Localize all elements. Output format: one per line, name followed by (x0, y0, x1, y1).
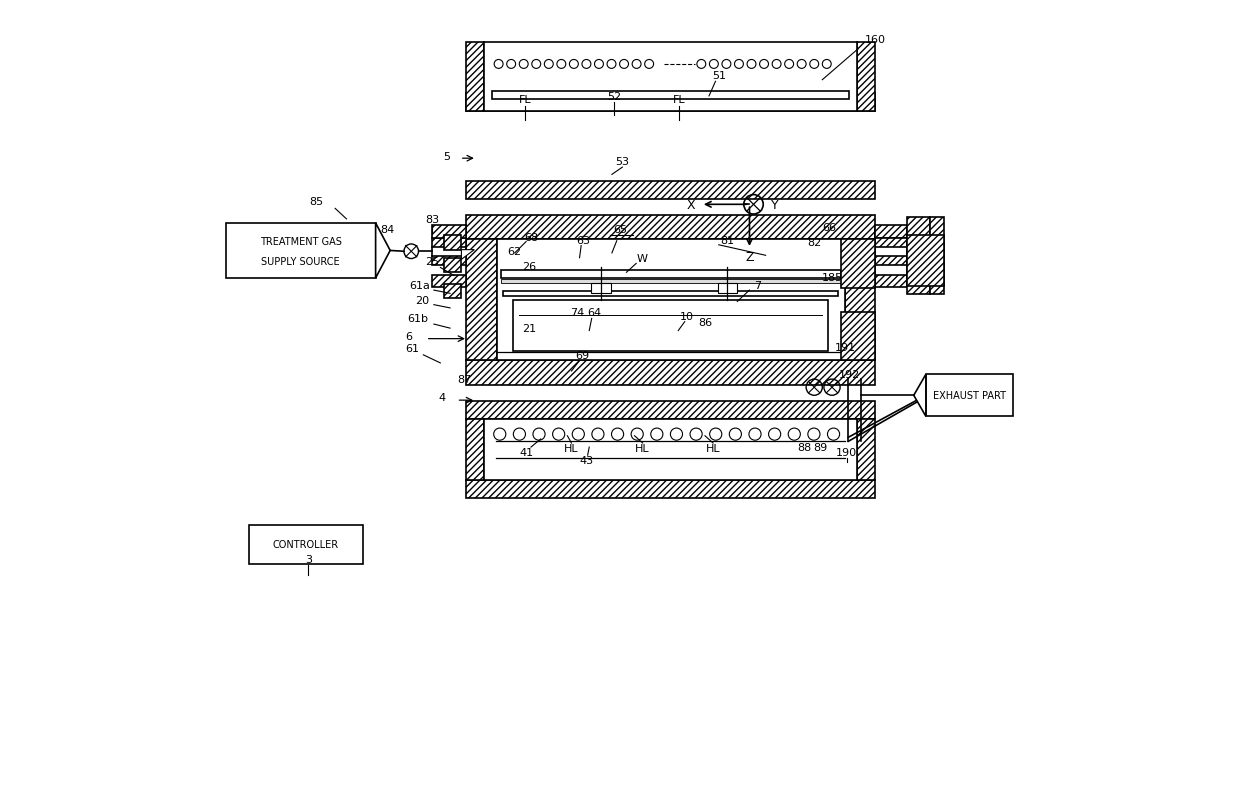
Text: 4: 4 (439, 393, 446, 402)
Bar (841, 312, 875, 361)
Bar (844, 240, 875, 361)
Text: 191: 191 (835, 342, 856, 352)
Text: 82: 82 (807, 238, 821, 247)
Text: 65: 65 (613, 225, 627, 234)
Text: 20: 20 (414, 295, 429, 306)
Bar (875, 275, 908, 287)
Text: 7: 7 (754, 281, 761, 291)
Text: 86: 86 (698, 318, 712, 328)
Bar (501, 280, 841, 284)
Text: 62: 62 (507, 247, 522, 257)
Text: 190: 190 (836, 448, 857, 457)
Bar (444, 259, 461, 273)
Bar (226, 224, 376, 279)
Text: FL: FL (673, 95, 686, 105)
Bar (908, 236, 945, 286)
Bar (857, 419, 875, 481)
Text: 61: 61 (405, 344, 419, 354)
Text: 6: 6 (405, 332, 412, 341)
Bar (875, 238, 908, 247)
Bar (466, 401, 875, 419)
Bar (484, 419, 857, 481)
Text: EXHAUST PART: EXHAUST PART (932, 391, 1006, 401)
Text: 69: 69 (575, 350, 589, 360)
Text: HL: HL (635, 444, 650, 453)
Text: 51: 51 (712, 71, 725, 81)
Text: Y: Y (771, 199, 779, 212)
Bar (433, 275, 466, 287)
Text: 66: 66 (822, 223, 836, 233)
Bar (444, 285, 461, 298)
Bar (501, 271, 841, 279)
Bar (908, 218, 930, 294)
Text: HL: HL (706, 444, 720, 453)
Bar (433, 238, 466, 247)
Bar (503, 291, 838, 296)
Bar (841, 240, 875, 288)
Text: HL: HL (564, 444, 579, 453)
Bar (466, 216, 875, 240)
Text: SUPPLY SOURCE: SUPPLY SOURCE (262, 257, 340, 267)
Text: 53: 53 (615, 157, 630, 166)
Polygon shape (376, 224, 391, 279)
Text: 85: 85 (310, 197, 324, 207)
Bar (857, 43, 875, 112)
Bar (466, 240, 496, 361)
Bar (444, 236, 461, 251)
Text: 43: 43 (579, 456, 593, 466)
Text: TREATMENT GAS: TREATMENT GAS (260, 236, 342, 247)
Text: 89: 89 (813, 443, 828, 453)
Bar (875, 226, 908, 238)
Bar (466, 94, 875, 112)
Bar (466, 182, 875, 200)
Text: 63: 63 (577, 236, 590, 246)
Bar (433, 257, 466, 266)
Text: 26: 26 (522, 261, 537, 272)
Bar (466, 361, 875, 385)
Text: 192: 192 (839, 370, 861, 380)
Text: W: W (636, 253, 647, 264)
Bar (484, 43, 857, 112)
Text: 88: 88 (797, 443, 812, 453)
Polygon shape (461, 251, 475, 260)
Text: 185: 185 (821, 272, 842, 283)
Text: 87: 87 (458, 375, 471, 384)
Text: 5: 5 (443, 152, 450, 161)
Bar (513, 300, 828, 351)
Text: FL: FL (520, 95, 532, 105)
Bar (496, 240, 844, 361)
Text: 10: 10 (680, 311, 693, 322)
Text: 84: 84 (379, 225, 394, 234)
Bar (466, 481, 875, 499)
Text: 81: 81 (719, 236, 734, 246)
Text: 74: 74 (570, 307, 584, 318)
Bar (249, 525, 362, 564)
Text: 3: 3 (305, 554, 312, 564)
Bar (591, 284, 611, 294)
Text: 41: 41 (520, 448, 534, 457)
Text: 52: 52 (608, 92, 621, 101)
Text: 61a: 61a (409, 281, 430, 291)
Bar (466, 43, 484, 112)
Text: X: X (687, 199, 696, 212)
Text: 160: 160 (866, 35, 887, 45)
Text: Z: Z (745, 251, 754, 264)
Bar (875, 257, 908, 266)
Bar (433, 226, 466, 238)
Text: CONTROLLER: CONTROLLER (273, 539, 339, 550)
Text: 64: 64 (587, 307, 601, 318)
Text: 83: 83 (425, 215, 439, 225)
Text: 25: 25 (425, 256, 439, 267)
Bar (926, 375, 1013, 417)
Text: 68: 68 (525, 233, 538, 242)
Bar (930, 218, 945, 294)
Bar (718, 284, 737, 294)
Bar (492, 92, 849, 100)
Text: 61b: 61b (407, 314, 428, 324)
Bar (466, 419, 484, 481)
Polygon shape (914, 375, 926, 417)
Text: 21: 21 (522, 324, 537, 333)
